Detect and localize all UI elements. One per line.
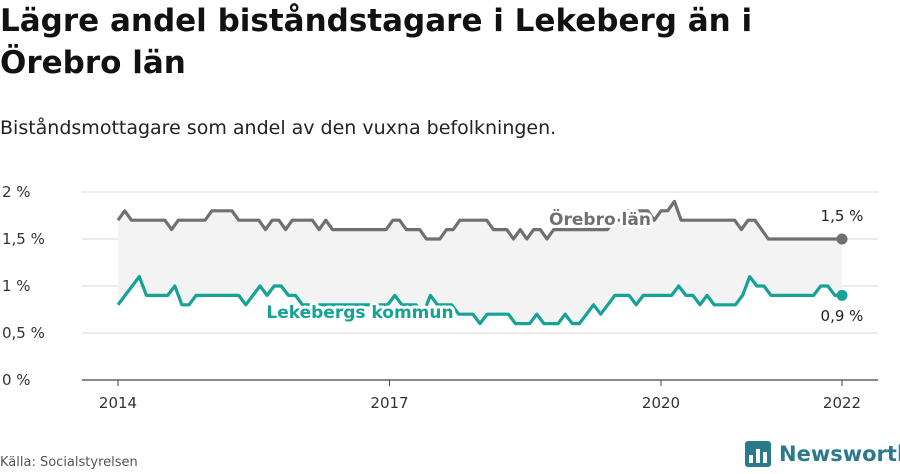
series-line-orebro bbox=[116, 199, 842, 241]
end-value-label: 0,9 % bbox=[821, 307, 864, 325]
brand-logo[interactable]: Newsworthy bbox=[745, 441, 900, 467]
series-line-lekeberg bbox=[116, 275, 842, 326]
newsworthy-logo-icon bbox=[745, 441, 771, 467]
y-tick-label: 0,5 % bbox=[2, 324, 45, 342]
y-tick-label: 1 % bbox=[2, 277, 31, 295]
brand-name: Newsworthy bbox=[779, 442, 900, 466]
end-value-label: 1,5 % bbox=[821, 207, 864, 225]
y-tick-label: 0 % bbox=[2, 371, 31, 389]
x-tick-label: 2017 bbox=[370, 394, 408, 412]
chart-subtitle: Biståndsmottagare som andel av den vuxna… bbox=[0, 117, 557, 139]
chart-title: Lägre andel biståndstagare i Lekeberg än… bbox=[0, 3, 753, 81]
series-label: Lekebergs kommun bbox=[266, 303, 453, 323]
range-band bbox=[118, 201, 842, 324]
x-tick-label: 2020 bbox=[642, 394, 680, 412]
source-note: Källa: Socialstyrelsen bbox=[0, 455, 138, 470]
axes: 0 % 0,5 % 1 % 1,5 % 2 % 2014 2017 2020 2022 bbox=[2, 183, 861, 412]
x-tick-label: 2022 bbox=[823, 394, 861, 412]
series-end-point bbox=[836, 289, 848, 301]
range-band-area bbox=[118, 201, 842, 324]
series-label: Örebro län bbox=[549, 208, 651, 230]
series-label-halo: Lekebergs kommun bbox=[266, 303, 453, 323]
x-tick-label: 2014 bbox=[99, 394, 137, 412]
series-lines bbox=[116, 199, 848, 326]
series-end-point bbox=[836, 233, 848, 245]
y-tick-label: 2 % bbox=[2, 183, 31, 201]
y-tick-label: 1,5 % bbox=[2, 230, 45, 248]
series-label-halo: Örebro län bbox=[549, 208, 651, 230]
